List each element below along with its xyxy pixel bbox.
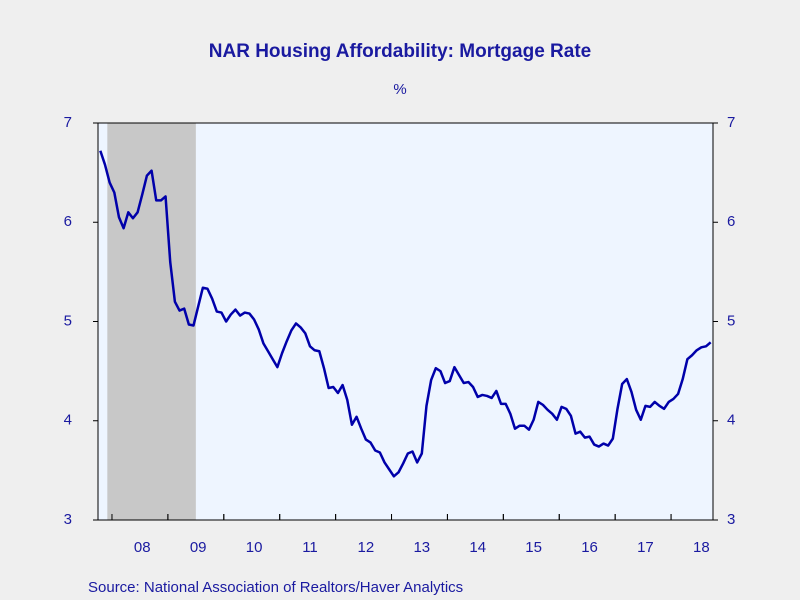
y-tick-label: 6: [64, 213, 72, 230]
y2-tick-label: 3: [727, 511, 735, 528]
source-note: Source: National Association of Realtors…: [88, 579, 463, 596]
y2-tick-label: 7: [727, 114, 735, 131]
x-tick-label: 17: [637, 539, 654, 556]
x-tick-label: 09: [190, 539, 207, 556]
x-tick-label: 18: [693, 539, 710, 556]
chart-subtitle: %: [393, 81, 406, 98]
x-tick-label: 15: [525, 539, 542, 556]
y2-tick-label: 4: [727, 412, 735, 429]
recession-shade: [107, 123, 196, 520]
x-tick-label: 08: [134, 539, 151, 556]
plot-frame: [97, 122, 714, 521]
y2-tick-label: 5: [727, 312, 735, 329]
x-tick-label: 10: [246, 539, 263, 556]
x-tick-label: 16: [581, 539, 598, 556]
x-tick-label: 12: [358, 539, 375, 556]
x-tick-label: 14: [469, 539, 486, 556]
plot-area: [98, 123, 713, 520]
data-line: [99, 150, 712, 478]
y-tick-label: 3: [64, 511, 72, 528]
y-tick-label: 5: [64, 312, 72, 329]
chart-title: NAR Housing Affordability: Mortgage Rate: [209, 41, 591, 62]
x-tick-label: 11: [302, 539, 318, 556]
x-tick-label: 13: [413, 539, 430, 556]
y-tick-label: 7: [64, 114, 72, 131]
y-tick-label: 4: [64, 412, 72, 429]
y2-tick-label: 6: [727, 213, 735, 230]
